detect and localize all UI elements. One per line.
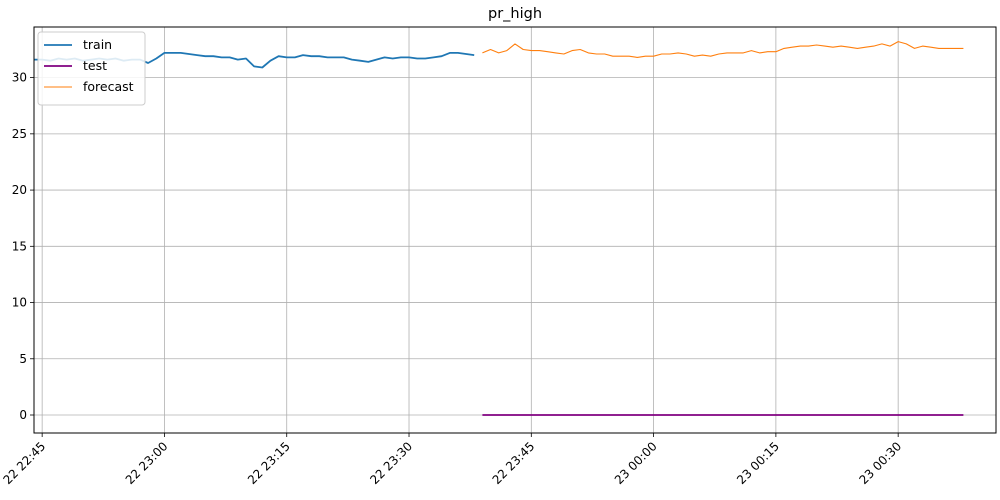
chart-title: pr_high (488, 6, 542, 22)
plot-frame (33, 26, 997, 434)
grid-lines (34, 27, 996, 433)
y-tick-label: 5 (19, 352, 27, 366)
y-tick-label: 10 (12, 296, 27, 310)
y-tick-label: 30 (12, 71, 27, 85)
series-line-forecast (482, 41, 964, 58)
legend-label-forecast: forecast (83, 79, 134, 94)
y-tick-label: 25 (12, 127, 27, 141)
legend-label-test: test (83, 58, 107, 73)
y-tick-label: 20 (12, 183, 27, 197)
y-tick-label: 0 (19, 408, 27, 422)
y-tick-label: 15 (12, 239, 27, 253)
legend-label-train: train (83, 37, 112, 52)
legend: train test forecast (37, 31, 146, 106)
